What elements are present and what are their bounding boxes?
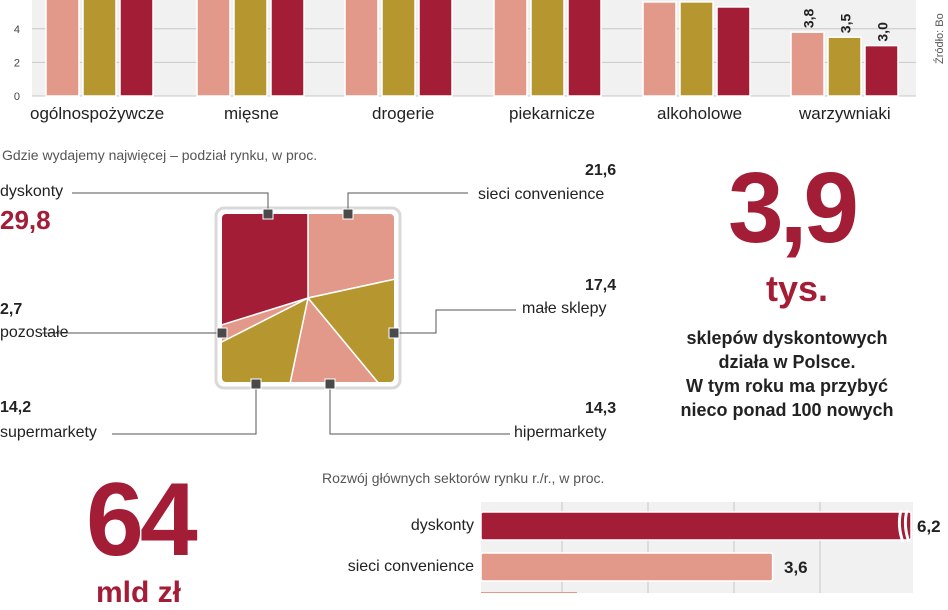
sector-growth-title: Rozwój głównych sektorów rynku r./r., w … xyxy=(322,470,605,486)
pie-slice xyxy=(222,296,310,382)
leader-handle xyxy=(262,208,274,220)
leader-line xyxy=(112,384,257,435)
bar xyxy=(790,31,825,97)
bar xyxy=(716,6,751,97)
slice-value-supermarkety: 14,2 xyxy=(0,399,32,416)
category-label-ogolnospozywcze: ogólnospożywcze xyxy=(30,104,165,123)
top-bar-chart: 0 2 4 3,8 3,5 3,0 xyxy=(14,0,916,103)
slices xyxy=(222,214,394,382)
slice-value-sieci-convenience: 21,6 xyxy=(585,162,617,179)
bar xyxy=(196,0,231,97)
hbar xyxy=(480,511,912,541)
slice-label-male-sklepy: małe sklepy xyxy=(522,300,607,317)
pie-slice xyxy=(222,214,309,338)
market-value-unit: mld zł xyxy=(96,576,182,609)
bar xyxy=(45,0,80,97)
bar xyxy=(827,36,862,97)
hbar-label-dyskonty: dyskonty xyxy=(410,517,474,534)
leader-handle xyxy=(324,378,336,390)
leader-line xyxy=(394,309,516,334)
shops-desc-line-1: sklepów dyskontowych xyxy=(686,328,888,348)
bar xyxy=(233,0,268,97)
y-tick-label: 0 xyxy=(14,91,20,103)
hbar-value-sieci-convenience: 3,6 xyxy=(784,558,808,577)
sector-growth-chart xyxy=(480,502,913,593)
leader-line xyxy=(347,192,468,214)
shops-count-number: 3,9 xyxy=(728,152,859,264)
data-label: 3,5 xyxy=(838,14,854,34)
bar xyxy=(679,1,714,97)
leader-line xyxy=(329,384,510,435)
shops-count-unit: tys. xyxy=(766,268,829,309)
shops-desc-line-2: działa w Polsce. xyxy=(718,352,856,372)
leader-handle xyxy=(388,327,400,339)
pie-slice xyxy=(222,297,309,359)
category-label-alkoholowe: alkoholowe xyxy=(657,104,743,123)
slice-label-dyskonty: dyskonty xyxy=(0,183,64,200)
bar xyxy=(418,0,453,97)
slice-value-dyskonty: 29,8 xyxy=(0,205,51,235)
shops-desc-line-3: W tym roku ma przybyć xyxy=(685,376,889,396)
bar xyxy=(344,0,379,97)
shops-desc-line-4: nieco ponad 100 nowych xyxy=(680,400,894,420)
slice-value-hipermarkety: 14,3 xyxy=(585,400,617,417)
axis-break-mark xyxy=(903,509,911,543)
plot-background xyxy=(32,0,916,96)
bar xyxy=(493,0,528,97)
leader-handle xyxy=(216,327,228,339)
market-share-chart xyxy=(42,192,516,435)
market-value-number: 64 xyxy=(86,462,198,578)
y-tick-label: 2 xyxy=(14,57,20,69)
leader-handle xyxy=(342,208,354,220)
category-label-miesne: mięsne xyxy=(224,104,279,123)
category-label-piekarnicze: piekarnicze xyxy=(509,104,595,123)
bar xyxy=(530,0,565,97)
hbar xyxy=(480,552,774,582)
data-label: 3,0 xyxy=(875,22,891,42)
infographic-canvas: 0 2 4 3,8 3,5 3,0 xyxy=(14,0,916,593)
category-label-drogerie: drogerie xyxy=(372,104,435,123)
y-tick-label: 4 xyxy=(14,24,20,36)
bar xyxy=(864,44,899,97)
pie-slice xyxy=(306,269,394,382)
bar xyxy=(119,0,154,97)
category-label-warzywniaki: warzywniaki xyxy=(799,104,891,123)
data-label: 3,8 xyxy=(801,8,817,28)
axis-break-mark xyxy=(897,509,905,543)
hbar-label-sieci-convenience: sieci convenience xyxy=(347,558,474,575)
bar xyxy=(270,0,305,97)
slice-value-male-sklepy: 17,4 xyxy=(585,277,617,294)
bar xyxy=(381,0,416,97)
bar xyxy=(82,0,117,97)
bar xyxy=(567,0,602,97)
market-share-title: Gdzie wydajemy najwięcej – podział rynku… xyxy=(2,147,318,163)
leader-handle xyxy=(250,378,262,390)
slice-label-pozostale: pozostałe xyxy=(0,324,69,341)
pie-slice xyxy=(280,296,392,382)
source-label: Źródło: Bo xyxy=(934,13,946,64)
hbar-value-dyskonty: 6,2 xyxy=(917,517,941,536)
slice-label-sieci-convenience: sieci convenience xyxy=(478,186,605,203)
slice-label-hipermarkety: hipermarkety xyxy=(514,424,607,441)
slice-value-pozostale: 2,7 xyxy=(0,301,23,318)
bar xyxy=(642,1,677,97)
slice-label-supermarkety: supermarkety xyxy=(0,424,97,441)
pie-slice xyxy=(307,214,394,299)
leader-line xyxy=(72,192,269,214)
